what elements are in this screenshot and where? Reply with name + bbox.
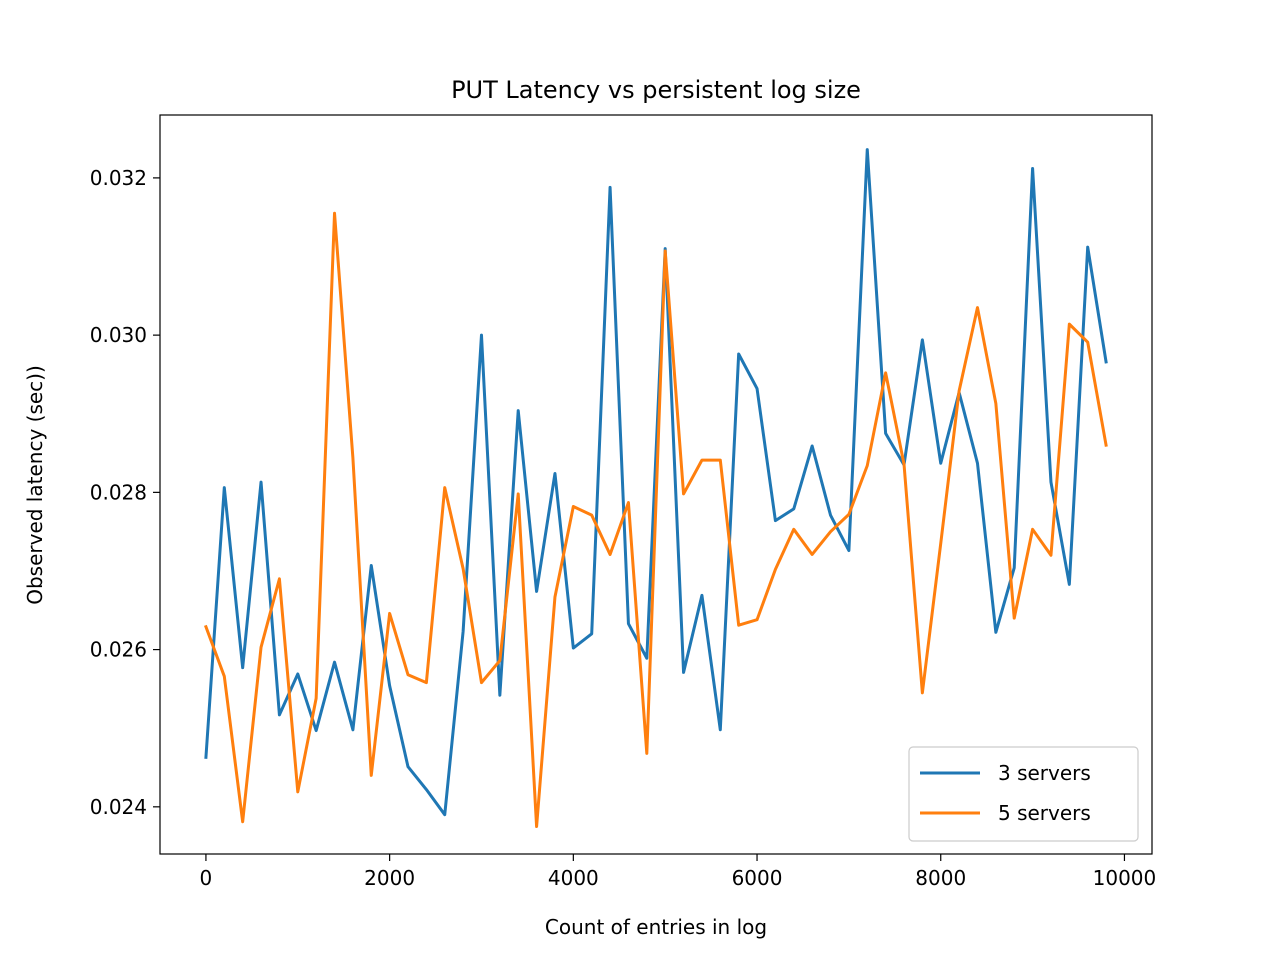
x-tick-label: 6000 [732, 866, 783, 890]
plot-lines [204, 148, 1108, 828]
y-tick-label: 0.030 [90, 323, 147, 347]
x-tick-label: 0 [200, 866, 213, 890]
x-tick-label: 8000 [915, 866, 966, 890]
x-axis-title: Count of entries in log [545, 915, 767, 939]
y-tick-label: 0.028 [90, 480, 147, 504]
x-tick-label: 4000 [548, 866, 599, 890]
legend-label-2: 5 servers [998, 801, 1091, 825]
x-axis-ticks: 0 2000 4000 6000 8000 10000 [200, 854, 1157, 890]
y-axis-ticks: 0.024 0.026 0.028 0.030 0.032 [90, 166, 160, 819]
y-tick-label: 0.026 [90, 638, 147, 662]
x-tick-label: 10000 [1093, 866, 1157, 890]
y-tick-label: 0.032 [90, 166, 147, 190]
legend: 3 servers 5 servers [908, 746, 1139, 842]
chart-title: PUT Latency vs persistent log size [451, 76, 861, 104]
y-axis-title: Observed latency (sec)) [23, 365, 47, 605]
x-tick-label: 2000 [364, 866, 415, 890]
legend-label-1: 3 servers [998, 761, 1091, 785]
y-tick-label: 0.024 [90, 795, 147, 819]
legend-box [908, 746, 1139, 842]
series-line-2 [204, 211, 1108, 828]
plot-frame [159, 114, 1153, 855]
